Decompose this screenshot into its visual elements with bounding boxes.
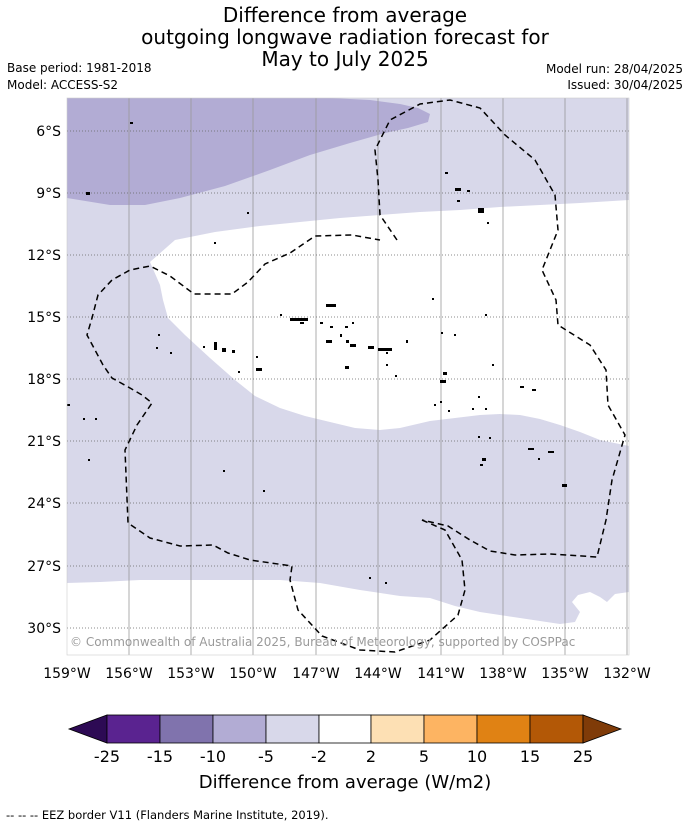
colorbar-segment [212,714,267,744]
colorbar-segment [159,714,214,744]
colorbar-tick: 15 [520,747,540,766]
lat-label: 21°S [27,434,61,450]
colorbar-segment [265,714,320,744]
eez-borders [86,99,626,653]
lat-label: 6°S [36,124,61,140]
lat-label: 30°S [27,621,61,637]
map-area: © Commonwealth of Australia 2025, Bureau… [67,98,629,655]
colorbar-tick: 25 [573,747,593,766]
model-run-text: Model run: 28/04/2025 [545,62,683,76]
eez-border-pitcairn-south [86,234,466,653]
eez-border-french-polynesia [374,99,626,558]
longitude-labels: 159°W 156°W 153°W 150°W 147°W 144°W 141°… [43,666,651,682]
colorbar-segment [529,714,584,744]
lat-label: 18°S [27,372,61,388]
lon-label: 135°W [541,666,589,682]
colorbar-tick: -15 [147,747,173,766]
base-period-text: Base period: 1981-2018 [7,61,152,75]
colorbar-segment [318,714,372,744]
gridlines [128,98,628,655]
lat-label: 24°S [27,496,61,512]
colorbar-tick: -5 [258,747,274,766]
title-line-1: Difference from average [222,3,468,27]
lon-label: 138°W [479,666,527,682]
lat-label: 15°S [27,310,61,326]
colorbar [67,714,623,744]
latitude-labels: 6°S 9°S 12°S 15°S 18°S 21°S 24°S 27°S 30… [27,124,61,637]
lon-label: 159°W [43,666,91,682]
colorbar-ticks: -25 -15 -10 -5 -2 2 5 10 15 25 [94,747,593,766]
colorbar-tick: -10 [200,747,226,766]
shading-neg10-neg5 [67,98,430,205]
copyright-text: © Commonwealth of Australia 2025, Bureau… [70,635,575,649]
colorbar-segment [370,714,425,744]
title-line-2: outgoing longwave radiation forecast for [141,25,549,49]
colorbar-segment [423,714,478,744]
colorbar-tick: -25 [94,747,120,766]
lon-label: 150°W [229,666,277,682]
lon-label: 153°W [167,666,215,682]
colorbar-segment [476,714,531,744]
model-text: Model: ACCESS-S2 [7,78,119,92]
latitude-lines [67,130,629,629]
colorbar-tick: 5 [419,747,429,766]
lat-label: 9°S [36,186,61,202]
lon-label: 156°W [105,666,153,682]
shading-neutral-bottom [67,580,629,655]
colorbar-segment [106,714,161,744]
lat-label: 12°S [27,248,61,264]
islands [67,122,567,584]
issued-text: Issued: 30/04/2025 [567,78,683,92]
colorbar-tick: 2 [366,747,376,766]
lon-label: 132°W [603,666,651,682]
colorbar-extend-high [582,714,623,744]
lon-label: 141°W [417,666,465,682]
map-frame [66,97,630,656]
colorbar-extend-low [67,714,108,744]
colorbar-tick: 10 [467,747,487,766]
colorbar-tick: -2 [311,747,327,766]
lon-label: 147°W [292,666,340,682]
footer-legend-note: -- -- -- EEZ border V11 (Flanders Marine… [6,808,329,822]
lat-label: 27°S [27,559,61,575]
title-line-3: May to July 2025 [261,47,429,71]
shading-neutral-central [67,200,629,450]
lon-label: 144°W [354,666,402,682]
colorbar-label: Difference from average (W/m2) [199,772,491,793]
